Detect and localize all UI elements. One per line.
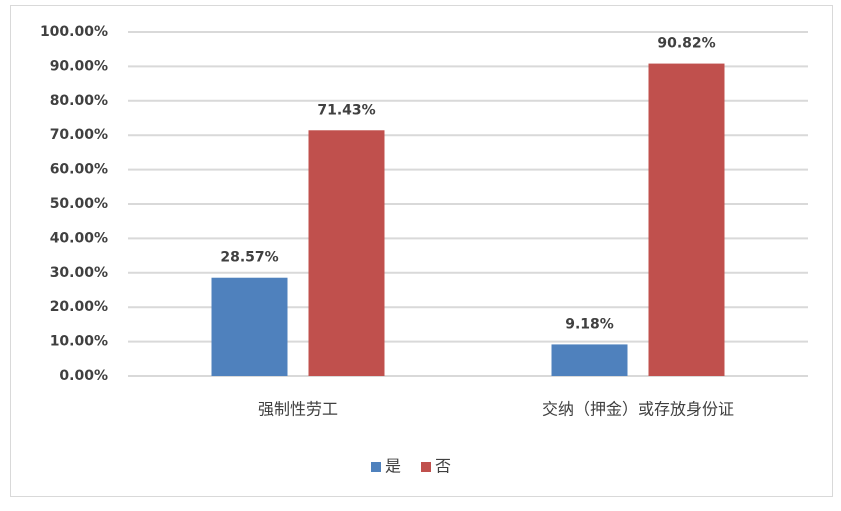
y-tick-label: 90.00% bbox=[50, 58, 108, 74]
y-tick-label: 100.00% bbox=[40, 24, 108, 40]
legend-swatch bbox=[371, 462, 381, 472]
x-tick-label: 交纳（押金）或存放身份证 bbox=[542, 400, 734, 419]
value-label: 71.43% bbox=[317, 102, 375, 118]
y-tick-label: 80.00% bbox=[50, 93, 108, 109]
y-tick-label: 50.00% bbox=[50, 196, 108, 212]
x-tick-label: 强制性劳工 bbox=[258, 400, 338, 419]
legend-swatch bbox=[421, 462, 431, 472]
bar bbox=[551, 344, 628, 376]
bar bbox=[648, 63, 725, 377]
y-tick-label: 10.00% bbox=[50, 334, 108, 350]
value-label: 28.57% bbox=[220, 250, 278, 266]
legend-label: 否 bbox=[435, 457, 451, 476]
value-label: 90.82% bbox=[657, 36, 715, 52]
y-tick-label: 0.00% bbox=[59, 368, 108, 384]
value-label: 9.18% bbox=[565, 316, 614, 332]
y-tick-label: 70.00% bbox=[50, 127, 108, 143]
y-tick-label: 30.00% bbox=[50, 265, 108, 281]
y-tick-label: 20.00% bbox=[50, 299, 108, 315]
y-tick-label: 60.00% bbox=[50, 162, 108, 178]
bar bbox=[308, 130, 385, 376]
y-tick-label: 40.00% bbox=[50, 230, 108, 246]
legend-label: 是 bbox=[385, 457, 401, 476]
bar bbox=[211, 277, 288, 376]
